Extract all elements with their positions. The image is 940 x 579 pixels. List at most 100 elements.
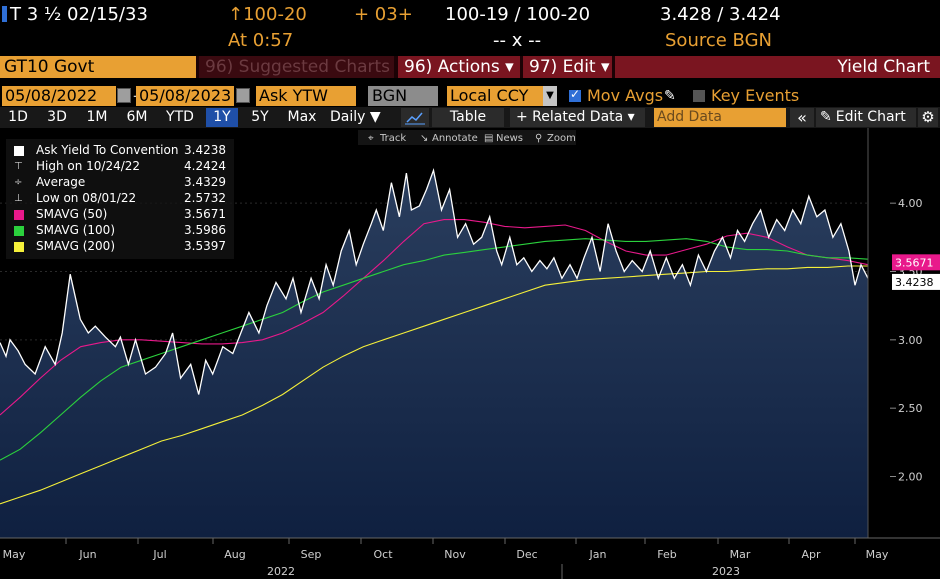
chart-legend: Ask Yield To Convention 3.4238 ⊤ High on 10…: [6, 139, 234, 259]
price-tag-label: 3.5671: [895, 256, 934, 269]
calendar-icon[interactable]: [236, 88, 250, 103]
calendar-icon[interactable]: [117, 88, 131, 103]
start-date-input[interactable]: 05/08/2022: [2, 86, 116, 106]
legend-label: SMAVG (200): [36, 239, 116, 253]
period-max[interactable]: Max: [287, 109, 317, 125]
frequency-select[interactable]: Daily ▼: [330, 109, 381, 125]
x-month-label: Oct: [373, 548, 393, 561]
x-month-label: May: [866, 548, 889, 561]
moving-average-line: [0, 238, 869, 461]
chart-tools-bar: [358, 130, 576, 145]
edit-chart-label: Edit Chart: [835, 109, 906, 125]
legend-row: ⊥ Low on 08/01/22 2.5732: [14, 191, 226, 206]
y-tick-label: 3.00: [898, 334, 923, 347]
zoom-tool[interactable]: Zoom: [547, 133, 576, 144]
mov-avgs-checkbox[interactable]: [569, 87, 581, 102]
legend-label: Low on 08/01/22: [36, 191, 137, 205]
change-value: 100-20: [243, 4, 307, 25]
legend-row: SMAVG (200) 3.5397: [14, 239, 226, 254]
yield-line: [0, 168, 869, 395]
legend-swatch: [14, 242, 24, 252]
legend-row: ÷ Average 3.4329: [14, 175, 226, 190]
news-tool-icon[interactable]: ▤: [484, 133, 493, 144]
security-marker: [2, 6, 7, 22]
x-month-label: Jan: [589, 548, 607, 561]
legend-value: 2.5732: [184, 191, 226, 205]
period-1d[interactable]: 1D: [8, 109, 28, 125]
chevron-down-icon[interactable]: ▼: [543, 86, 557, 106]
change-arrow: ↑100-20: [228, 4, 307, 25]
price-tag: [892, 273, 940, 290]
end-date-input[interactable]: 05/08/2023: [136, 86, 234, 106]
related-data-button[interactable]: + Related Data ▾: [510, 108, 645, 127]
annotate-tool[interactable]: Annotate: [432, 133, 478, 144]
x-month-label: Mar: [730, 548, 751, 561]
bid-ask-prices: 100-19 / 100-20: [445, 4, 591, 25]
x-month-label: Jun: [78, 548, 96, 561]
period-1m[interactable]: 1M: [86, 109, 108, 125]
y-axis: 2.002.503.003.504.00: [867, 128, 923, 538]
security-field[interactable]: GT10 Govt: [0, 56, 196, 78]
chart-area[interactable]: 2.00 2.50 3.00 3.50 4.00 May Jun Jul Aug Sep Oct N…: [0, 128, 940, 579]
x-year-label: 2023: [712, 565, 740, 578]
add-data-input[interactable]: Add Data: [654, 108, 786, 127]
legend-value: 3.4238: [184, 143, 226, 157]
legend-swatch: [14, 226, 24, 236]
period-3d[interactable]: 3D: [47, 109, 67, 125]
change-ticks: + 03+: [354, 4, 413, 25]
legend-row: Ask Yield To Convention 3.4238: [14, 143, 226, 158]
x-month-label: Sep: [301, 548, 322, 561]
line-chart-icon-graphic: [405, 112, 425, 125]
price-tag: [892, 254, 940, 271]
ticker-label: T 3 ½ 02/15/33: [10, 4, 148, 25]
legend-label: High on 10/24/22: [36, 159, 141, 173]
y-tick-label: 2.50: [898, 402, 923, 415]
moving-average-line: [0, 219, 869, 416]
page-title: Yield Chart: [615, 56, 940, 78]
x-month-label: Aug: [224, 548, 245, 561]
collapse-icon[interactable]: «: [790, 108, 814, 127]
avg-marker-icon: ÷: [14, 177, 23, 188]
legend-row: SMAVG (50) 3.5671: [14, 207, 226, 222]
x-month-label: Apr: [801, 548, 821, 561]
legend-value: 3.4329: [184, 175, 226, 189]
high-marker-icon: ⊤: [14, 161, 23, 172]
legend-label: SMAVG (50): [36, 207, 108, 221]
legend-value: 3.5986: [184, 223, 226, 237]
track-tool[interactable]: Track: [379, 133, 406, 144]
title-bar: GT10 Govt 96) Suggested Charts 96) Actio…: [0, 56, 940, 78]
table-button[interactable]: Table: [432, 108, 504, 127]
line-chart-icon[interactable]: [401, 108, 429, 127]
toolbar: 1D 3D 1M 6M YTD 1Y 5Y Max Daily ▼ Table …: [0, 107, 940, 128]
pencil-icon[interactable]: ✎: [664, 88, 676, 104]
period-6m[interactable]: 6M: [126, 109, 148, 125]
gear-icon[interactable]: ⚙: [918, 108, 938, 127]
currency-select[interactable]: Local CCY: [447, 86, 543, 106]
suggested-charts-button[interactable]: 96) Suggested Charts: [199, 56, 394, 78]
period-5y[interactable]: 5Y: [251, 109, 269, 125]
actions-menu-button[interactable]: 96) Actions ▾: [398, 56, 520, 78]
date-separator: -: [133, 86, 141, 106]
bid-ask-yields: 3.428 / 3.424: [660, 4, 781, 25]
annotate-tool-icon[interactable]: ↘: [420, 133, 428, 144]
legend-value: 3.5671: [184, 207, 226, 221]
pencil-icon: ✎: [820, 109, 832, 125]
mov-avgs-label: Mov Avgs: [587, 86, 664, 105]
track-tool-icon[interactable]: ⌖: [368, 133, 374, 144]
y-tick-label: 4.00: [898, 197, 923, 210]
edit-chart-button[interactable]: ✎ Edit Chart: [816, 108, 916, 127]
yield-area: [0, 170, 868, 538]
source-input[interactable]: BGN: [368, 86, 438, 106]
moving-average-line: [0, 265, 868, 505]
news-tool[interactable]: News: [496, 133, 523, 144]
period-1y[interactable]: 1Y: [206, 108, 238, 127]
key-events-checkbox[interactable]: [693, 90, 705, 102]
field-input[interactable]: Ask YTW: [256, 86, 356, 106]
yield-chart[interactable]: 2.002.503.003.504.00 May Jun Jul Aug Sep Oct N…: [0, 128, 940, 579]
zoom-tool-icon[interactable]: ⚲: [535, 133, 542, 144]
chart-tools: ⌖ Track ↘ Annotate ▤ News ⚲ Zoom: [358, 130, 576, 145]
legend-swatch: [14, 146, 24, 156]
period-ytd[interactable]: YTD: [166, 109, 194, 125]
edit-menu-button[interactable]: 97) Edit ▾: [523, 56, 612, 78]
x-year-label: 2022: [267, 565, 295, 578]
